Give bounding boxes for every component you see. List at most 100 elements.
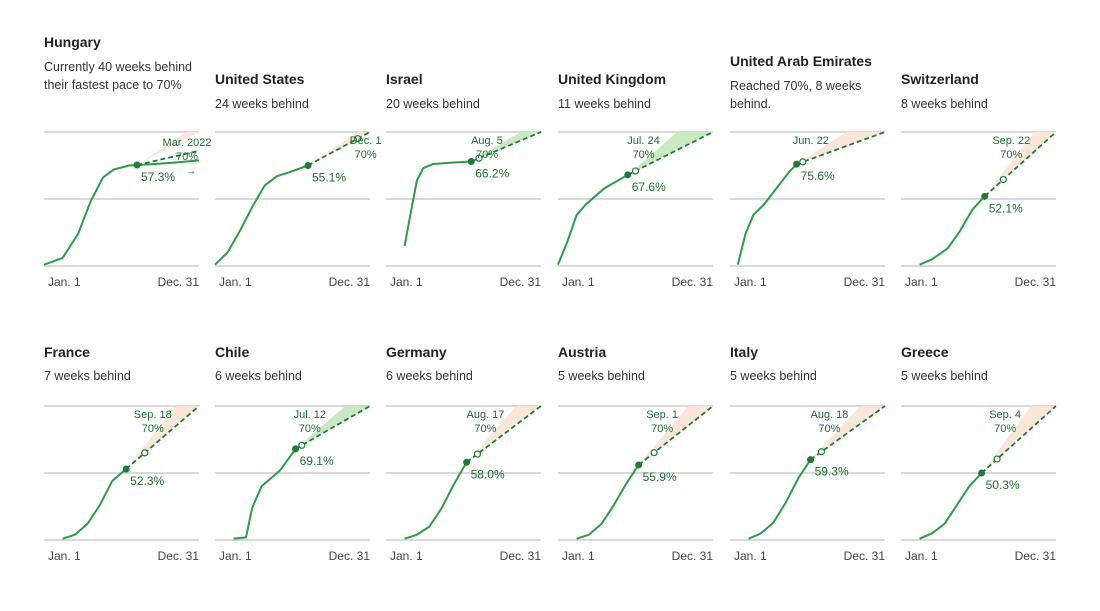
target-point bbox=[475, 154, 483, 162]
weeks-behind-subtitle: 5 weeks behind bbox=[901, 369, 988, 383]
target-value-label: 70% bbox=[299, 423, 321, 435]
line-chart: 69.1% Jul. 12 70% Jan. 1 Dec. 31 bbox=[215, 405, 371, 563]
x-tick-end: Dec. 31 bbox=[672, 549, 714, 563]
x-tick-start: Jan. 1 bbox=[905, 549, 938, 563]
target-date-label: Dec. 1 bbox=[350, 135, 382, 147]
weeks-behind-subtitle: 11 weeks behind bbox=[558, 97, 651, 111]
country-title: Germany bbox=[386, 344, 447, 360]
current-value-label: 59.3% bbox=[815, 465, 849, 479]
line-chart: 55.1% Dec. 1 70% Jan. 1 Dec. 31 bbox=[214, 131, 381, 289]
target-date-label: Aug. 17 bbox=[466, 409, 504, 421]
projection-line bbox=[810, 405, 886, 461]
target-arrow: → bbox=[186, 165, 197, 177]
x-tick-end: Dec. 31 bbox=[158, 549, 200, 563]
current-value-label: 55.1% bbox=[312, 171, 346, 185]
weeks-behind-subtitle: 24 weeks behind bbox=[215, 97, 309, 111]
target-value-label: 70% bbox=[651, 423, 673, 435]
x-tick-end: Dec. 31 bbox=[329, 549, 371, 563]
current-point bbox=[292, 445, 300, 453]
current-point bbox=[122, 465, 130, 473]
target-date-label: Aug. 5 bbox=[471, 135, 503, 147]
vaccination-line bbox=[557, 174, 629, 266]
target-point bbox=[993, 455, 1001, 463]
weeks-behind-subtitle: 6 weeks behind bbox=[386, 369, 473, 383]
weeks-behind-subtitle: 6 weeks behind bbox=[215, 369, 302, 383]
vaccination-line bbox=[919, 195, 986, 266]
current-value-label: 52.3% bbox=[130, 474, 164, 488]
current-value-label: 69.1% bbox=[300, 454, 334, 468]
line-chart: 58.0% Aug. 17 70% Jan. 1 Dec. 31 bbox=[386, 405, 542, 563]
target-date-label: Sep. 22 bbox=[992, 135, 1030, 147]
projection-line bbox=[980, 405, 1057, 474]
x-tick-start: Jan. 1 bbox=[905, 275, 938, 289]
vaccination-line bbox=[43, 159, 200, 266]
weeks-behind-subtitle: 7 weeks behind bbox=[44, 369, 131, 383]
country-title: Israel bbox=[386, 71, 423, 87]
country-title: United Kingdom bbox=[558, 71, 667, 87]
country-title: Greece bbox=[901, 344, 949, 360]
x-tick-start: Jan. 1 bbox=[562, 549, 595, 563]
weeks-behind-subtitle: 5 weeks behind bbox=[730, 369, 817, 383]
target-point bbox=[141, 449, 149, 457]
target-date-label: Aug. 18 bbox=[810, 409, 848, 421]
vaccination-line bbox=[62, 468, 127, 540]
line-chart: 57.3% Mar. 2022 70% → Jan. 1 Dec. 31 bbox=[43, 131, 211, 289]
weeks-behind-subtitle: 8 weeks behind bbox=[901, 97, 988, 111]
projection-line bbox=[470, 131, 542, 163]
current-point bbox=[467, 157, 475, 165]
target-date-label: Sep. 1 bbox=[646, 409, 678, 421]
vaccination-line bbox=[214, 164, 309, 266]
x-tick-start: Jan. 1 bbox=[734, 549, 767, 563]
vaccination-line bbox=[919, 472, 983, 540]
x-tick-start: Jan. 1 bbox=[219, 549, 252, 563]
target-value-label: 70% bbox=[994, 423, 1016, 435]
country-title: Austria bbox=[558, 344, 607, 360]
projection-line bbox=[136, 149, 200, 166]
current-value-label: 55.9% bbox=[643, 470, 677, 484]
vaccination-line bbox=[748, 459, 812, 540]
country-title: Switzerland bbox=[901, 71, 979, 87]
target-point bbox=[631, 167, 640, 175]
x-tick-start: Jan. 1 bbox=[390, 549, 423, 563]
target-point bbox=[650, 449, 658, 457]
target-point bbox=[999, 175, 1007, 184]
x-tick-end: Dec. 31 bbox=[844, 275, 886, 289]
line-chart: 59.3% Aug. 18 70% Jan. 1 Dec. 31 bbox=[730, 405, 886, 563]
vaccination-line bbox=[233, 448, 297, 540]
target-value-label: 70% bbox=[142, 423, 164, 435]
x-tick-start: Jan. 1 bbox=[48, 275, 81, 289]
target-point bbox=[298, 441, 306, 449]
x-tick-end: Dec. 31 bbox=[329, 275, 371, 289]
target-date-label: Sep. 4 bbox=[989, 409, 1021, 421]
x-tick-end: Dec. 31 bbox=[672, 275, 714, 289]
target-value-label: 70% bbox=[355, 149, 377, 161]
x-tick-start: Jan. 1 bbox=[390, 275, 423, 289]
x-tick-end: Dec. 31 bbox=[844, 549, 886, 563]
current-point bbox=[793, 160, 801, 168]
weeks-behind-subtitle: Reached 70%, 8 weeks behind. bbox=[730, 79, 862, 111]
projection-cone bbox=[627, 132, 713, 175]
weeks-behind-subtitle: 20 weeks behind bbox=[386, 97, 480, 111]
target-date-label: Sep. 18 bbox=[134, 409, 172, 421]
target-point bbox=[799, 158, 807, 166]
current-value-label: 57.3% bbox=[141, 170, 175, 184]
x-tick-start: Jan. 1 bbox=[48, 549, 81, 563]
vaccination-line bbox=[404, 461, 468, 540]
current-point bbox=[981, 192, 989, 200]
country-title: Italy bbox=[730, 344, 759, 360]
line-chart: 67.6% Jul. 24 70% Jan. 1 Dec. 31 bbox=[557, 131, 714, 289]
line-chart: 75.6% Jun. 22 Jan. 1 Dec. 31 bbox=[730, 131, 886, 289]
current-value-label: 75.6% bbox=[801, 169, 835, 183]
target-point bbox=[473, 450, 482, 458]
current-value-label: 66.2% bbox=[475, 166, 509, 180]
current-point bbox=[624, 171, 632, 179]
weeks-behind-subtitle: 5 weeks behind bbox=[558, 369, 645, 383]
x-tick-start: Jan. 1 bbox=[562, 275, 595, 289]
current-point bbox=[807, 456, 815, 464]
x-tick-start: Jan. 1 bbox=[734, 275, 767, 289]
vaccination-line bbox=[736, 163, 798, 265]
current-point bbox=[978, 469, 986, 477]
current-point bbox=[304, 162, 312, 169]
projection-line bbox=[984, 131, 1057, 197]
target-date-label: Jun. 22 bbox=[793, 135, 829, 147]
